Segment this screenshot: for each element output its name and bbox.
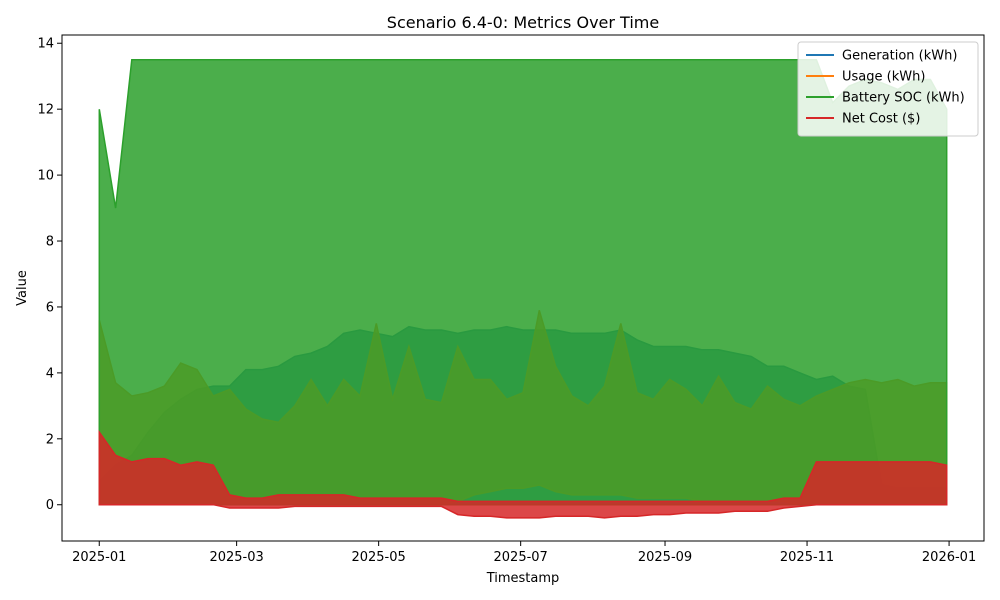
legend-label-1: Usage (kWh): [842, 70, 925, 85]
y-axis-title: Value: [15, 270, 30, 306]
plot-frame: [61, 34, 985, 542]
x-tick-label: 2025-11: [780, 550, 834, 565]
y-tick-label: 12: [37, 103, 54, 118]
legend-box: [797, 41, 979, 137]
x-tick-label: 2026-01: [922, 550, 976, 565]
y-tick-label: 0: [46, 498, 54, 513]
x-tick-label: 2025-09: [638, 550, 692, 565]
series-3-band: [98, 429, 948, 519]
legend: Generation (kWh) Usage (kWh) Battery SOC (…: [797, 41, 979, 137]
y-tick-label: 4: [46, 366, 54, 381]
legend-label-3: Net Cost ($): [842, 112, 920, 127]
x-axis-title: Timestamp: [486, 571, 560, 586]
x-axis: 2025-01 2025-03 2025-05 2025-07 2025-09 2025-…: [72, 541, 976, 565]
y-axis: 0 2 4 6 8 10 12 14: [37, 37, 62, 513]
chart-title: Scenario 6.4-0: Metrics Over Time: [387, 13, 659, 32]
y-tick-label: 14: [37, 37, 54, 52]
series-layer: [98, 58, 948, 519]
x-tick-label: 2025-07: [494, 550, 548, 565]
y-tick-label: 2: [46, 432, 54, 447]
legend-label-0: Generation (kWh): [842, 49, 957, 64]
x-tick-label: 2025-03: [209, 550, 263, 565]
y-tick-label: 10: [37, 169, 54, 184]
y-tick-label: 8: [46, 235, 54, 250]
y-tick-label: 6: [46, 300, 54, 315]
x-tick-label: 2025-01: [72, 550, 126, 565]
x-tick-label: 2025-05: [351, 550, 405, 565]
legend-label-2: Battery SOC (kWh): [842, 91, 965, 106]
